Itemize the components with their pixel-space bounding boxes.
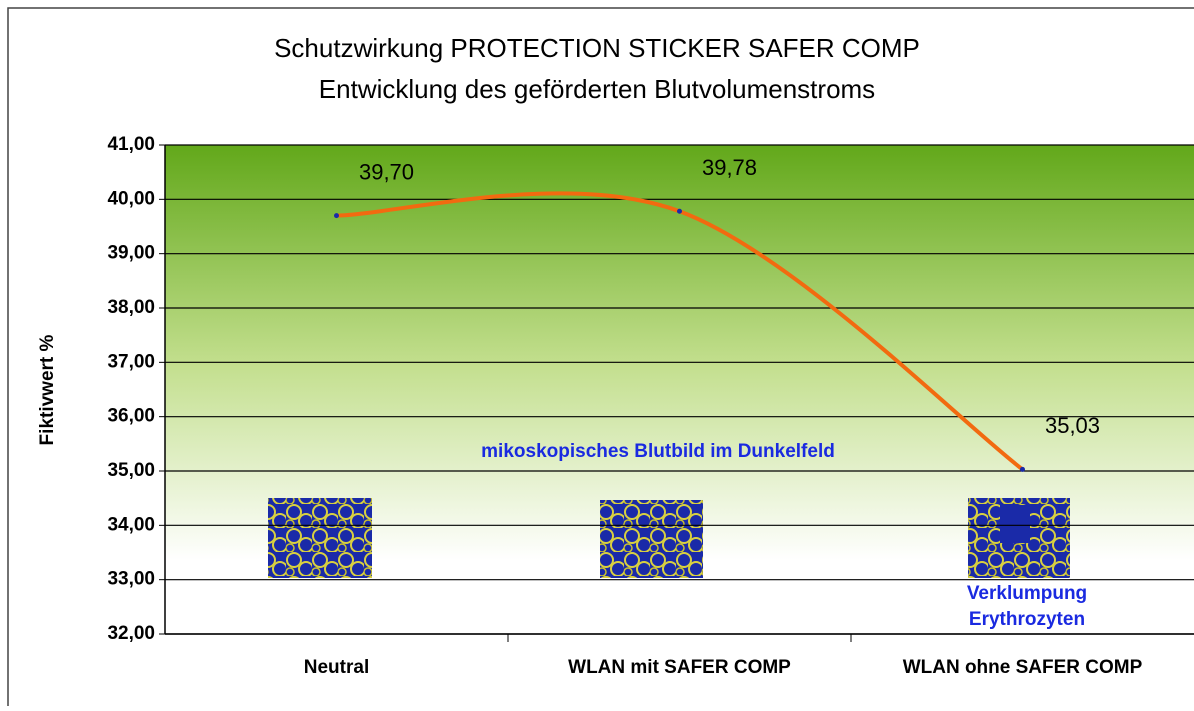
value-label: 39,70 <box>359 159 414 184</box>
point <box>677 209 682 214</box>
y-tick-label: 32,00 <box>107 623 155 644</box>
chart-title: Schutzwirkung PROTECTION STICKER SAFER C… <box>274 33 920 63</box>
annotation: Verklumpung <box>967 583 1087 604</box>
chart-subtitle: Entwicklung des geförderten Blutvolumens… <box>319 74 875 104</box>
annotation: mikoskopisches Blutbild im Dunkelfeld <box>481 441 835 462</box>
y-tick-label: 35,00 <box>107 460 155 481</box>
y-tick-label: 34,00 <box>107 514 155 535</box>
y-tick-label: 36,00 <box>107 406 155 427</box>
x-tick-label: Neutral <box>304 657 369 678</box>
x-tick-label: WLAN mit SAFER COMP <box>568 657 791 678</box>
y-axis-label: Fiktivwert % <box>37 334 58 445</box>
value-label: 39,78 <box>702 155 757 180</box>
y-tick-label: 41,00 <box>107 134 155 155</box>
y-tick-label: 39,00 <box>107 243 155 264</box>
y-tick-label: 33,00 <box>107 569 155 590</box>
point <box>1020 467 1025 472</box>
x-tick-label: WLAN ohne SAFER COMP <box>903 657 1143 678</box>
value-label: 35,03 <box>1045 413 1100 438</box>
chart: Schutzwirkung PROTECTION STICKER SAFER C… <box>0 0 1194 706</box>
y-tick-label: 37,00 <box>107 351 155 372</box>
y-tick-label: 38,00 <box>107 297 155 318</box>
annotation: Erythrozyten <box>969 609 1085 630</box>
point <box>334 213 339 218</box>
y-tick-label: 40,00 <box>107 188 155 209</box>
